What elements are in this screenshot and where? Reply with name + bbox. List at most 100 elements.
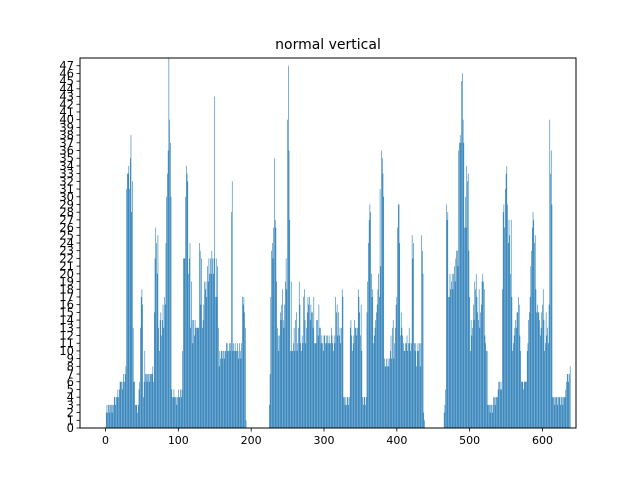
bar <box>552 397 553 428</box>
bar <box>237 343 238 428</box>
bar <box>269 404 270 428</box>
bar <box>341 289 343 428</box>
bar <box>310 304 312 428</box>
bar <box>239 350 241 428</box>
bar <box>448 296 449 428</box>
y-tick-label: 33 <box>59 167 74 181</box>
bar <box>517 312 519 428</box>
bar <box>470 350 471 428</box>
bar <box>484 335 486 428</box>
bar <box>140 327 141 428</box>
bar <box>230 343 232 428</box>
bar <box>525 381 527 428</box>
bar <box>307 296 309 428</box>
y-tick-label: 35 <box>59 151 74 165</box>
bar <box>192 343 194 428</box>
y-tick-label: 45 <box>59 74 74 88</box>
bar <box>328 343 329 428</box>
bar <box>553 397 554 428</box>
bar <box>174 397 175 428</box>
bar <box>113 404 114 428</box>
bar <box>244 312 245 428</box>
bar <box>242 296 243 428</box>
bar <box>145 374 147 428</box>
y-tick-label: 46 <box>59 66 74 80</box>
bar <box>481 304 482 428</box>
bar <box>148 381 150 428</box>
bar <box>352 343 354 428</box>
bar <box>139 381 141 428</box>
bar <box>387 366 388 428</box>
plot-frame <box>79 57 577 429</box>
bar <box>122 381 124 428</box>
bar <box>141 289 143 428</box>
bar <box>294 350 296 428</box>
bar <box>162 304 164 428</box>
bar <box>317 335 319 428</box>
bar <box>132 327 134 428</box>
y-tick-label: 3 <box>67 398 74 412</box>
bar <box>551 204 553 428</box>
y-tick-label: 21 <box>59 259 74 273</box>
bar <box>402 335 403 428</box>
y-tick-label: 5 <box>67 382 74 396</box>
bar <box>513 343 514 428</box>
bar <box>231 181 233 428</box>
bar <box>220 358 221 428</box>
bar <box>391 358 393 428</box>
bar <box>177 397 178 428</box>
bar <box>406 335 408 428</box>
bar <box>123 374 124 428</box>
bar <box>124 374 126 428</box>
y-tick-label: 29 <box>59 197 74 211</box>
bar <box>456 250 457 428</box>
y-tick-label: 40 <box>59 113 74 127</box>
bar <box>455 258 457 428</box>
bar <box>505 189 506 428</box>
bar <box>516 312 518 428</box>
bar <box>454 266 455 428</box>
bar <box>301 350 302 428</box>
bar <box>135 404 136 428</box>
bar <box>448 296 450 428</box>
y-axis-ticks: 0123456789101112131415161718192021222324… <box>59 59 80 435</box>
bar <box>188 258 190 428</box>
bar <box>420 343 422 428</box>
bar <box>183 258 185 428</box>
bar <box>178 389 179 428</box>
y-tick-label: 43 <box>59 90 74 104</box>
bar <box>379 296 380 428</box>
bar <box>566 374 568 428</box>
bar <box>481 281 483 428</box>
bar <box>146 381 148 428</box>
bar <box>143 381 145 428</box>
bar <box>543 320 545 428</box>
bar <box>411 343 412 428</box>
y-tick-label: 39 <box>59 120 74 134</box>
bar <box>226 343 227 428</box>
x-axis-ticks: 0 100 200 300 400 500 600 <box>102 428 553 447</box>
bar <box>187 181 189 428</box>
bar <box>270 296 272 428</box>
bar <box>499 381 500 428</box>
y-tick-label: 28 <box>59 205 74 219</box>
bar <box>160 312 162 428</box>
bar <box>568 381 570 428</box>
bar <box>214 96 216 429</box>
bar <box>314 343 316 428</box>
bar <box>238 358 240 428</box>
bar <box>210 273 212 428</box>
bar <box>351 335 352 428</box>
bar <box>203 304 205 428</box>
bar <box>371 273 372 428</box>
bar <box>112 404 114 428</box>
y-tick-label: 47 <box>59 59 74 73</box>
bar <box>235 350 237 428</box>
bar <box>154 258 156 428</box>
bar <box>283 327 285 428</box>
bar <box>518 304 520 428</box>
bar <box>215 258 217 428</box>
bar <box>180 389 181 428</box>
bar <box>147 374 149 428</box>
bar <box>483 281 484 428</box>
